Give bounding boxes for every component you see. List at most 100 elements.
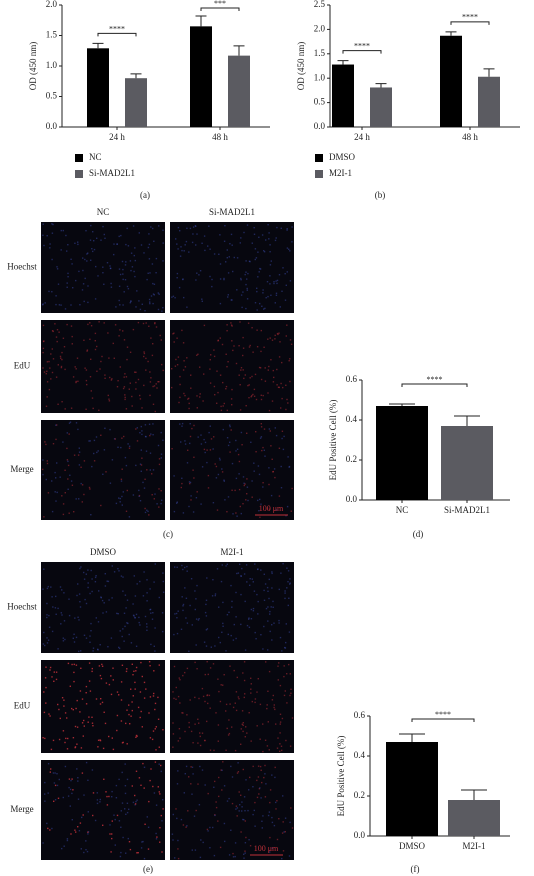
cell-dot bbox=[271, 458, 273, 460]
cell-dot bbox=[76, 699, 78, 702]
cell-dot bbox=[44, 302, 46, 304]
cell-dot bbox=[129, 302, 131, 304]
cell-dot bbox=[58, 738, 61, 741]
cell-dot bbox=[252, 786, 254, 788]
cell-dot bbox=[103, 778, 105, 780]
cell-dot bbox=[108, 357, 110, 359]
cell-dot bbox=[42, 303, 44, 305]
cell-dot bbox=[229, 665, 231, 667]
cell-dot bbox=[62, 640, 65, 642]
cell-dot bbox=[78, 619, 80, 621]
cell-dot bbox=[160, 339, 162, 341]
cell-dot bbox=[146, 626, 148, 628]
cell-dot bbox=[60, 304, 62, 306]
cell-dot bbox=[260, 423, 262, 425]
cell-dot bbox=[244, 600, 246, 603]
cell-dot bbox=[253, 590, 256, 592]
cell-dot bbox=[107, 394, 109, 397]
cell-dot bbox=[209, 359, 211, 361]
cell-dot bbox=[117, 446, 119, 448]
cell-dot bbox=[260, 329, 262, 332]
cell-dot bbox=[151, 738, 154, 741]
cell-dot bbox=[211, 278, 213, 281]
cell-dot bbox=[72, 737, 75, 739]
cell-dot bbox=[262, 723, 264, 725]
cell-dot bbox=[184, 440, 186, 442]
cell-dot bbox=[276, 282, 278, 285]
cell-dot bbox=[229, 441, 231, 443]
cell-dot bbox=[233, 623, 235, 626]
cell-dot bbox=[257, 600, 259, 603]
cell-dot bbox=[190, 499, 192, 501]
cell-dot bbox=[222, 625, 224, 627]
cell-dot bbox=[267, 392, 269, 394]
cell-dot bbox=[102, 824, 104, 826]
cell-dot bbox=[42, 223, 44, 225]
cell-dot bbox=[250, 441, 252, 443]
cell-dot bbox=[154, 410, 156, 413]
cell-dot bbox=[282, 267, 284, 269]
cell-dot bbox=[207, 245, 209, 247]
cell-dot bbox=[264, 764, 266, 767]
cell-dot bbox=[241, 567, 243, 570]
cell-dot bbox=[171, 386, 173, 389]
cell-dot bbox=[140, 470, 142, 472]
cell-dot bbox=[46, 642, 49, 644]
cell-dot bbox=[123, 339, 126, 341]
cell-dot bbox=[66, 459, 69, 461]
cell-dot bbox=[235, 691, 238, 693]
cell-dot bbox=[76, 594, 78, 597]
cell-dot bbox=[245, 271, 247, 273]
cell-dot bbox=[291, 226, 293, 228]
cell-dot bbox=[203, 438, 205, 441]
cell-dot bbox=[61, 401, 63, 403]
cell-dot bbox=[200, 839, 202, 841]
cell-dot bbox=[124, 394, 126, 396]
cell-dot bbox=[42, 234, 44, 236]
cell-dot bbox=[69, 474, 71, 476]
cell-dot bbox=[81, 772, 84, 774]
cell-dot bbox=[51, 480, 53, 482]
cell-dot bbox=[262, 292, 264, 294]
cell-dot bbox=[90, 569, 92, 572]
cell-dot bbox=[180, 246, 182, 248]
cell-dot bbox=[46, 602, 48, 605]
cell-dot bbox=[273, 282, 275, 285]
cell-dot bbox=[232, 856, 235, 858]
column-label: Si-MAD2L1 bbox=[209, 207, 255, 217]
cell-dot bbox=[202, 695, 205, 698]
cell-dot bbox=[155, 838, 158, 840]
cell-dot bbox=[253, 395, 256, 397]
cell-dot bbox=[186, 306, 188, 308]
cell-dot bbox=[174, 857, 176, 859]
cell-dot bbox=[212, 663, 215, 665]
cell-dot bbox=[179, 383, 181, 386]
cell-dot bbox=[121, 437, 123, 439]
cell-dot bbox=[257, 465, 260, 467]
cell-dot bbox=[107, 646, 109, 648]
cell-dot bbox=[214, 463, 216, 465]
cell-dot bbox=[191, 766, 194, 768]
cell-dot bbox=[143, 787, 145, 789]
cell-dot bbox=[258, 788, 261, 790]
cell-dot bbox=[244, 850, 246, 852]
cell-dot bbox=[201, 298, 203, 300]
error-bar bbox=[233, 45, 245, 56]
cell-dot bbox=[96, 799, 99, 801]
cell-dot bbox=[250, 692, 252, 694]
cell-dot bbox=[199, 396, 201, 398]
cell-dot bbox=[113, 571, 116, 573]
cell-dot bbox=[281, 430, 284, 432]
cell-dot bbox=[57, 403, 59, 405]
cell-dot bbox=[146, 816, 148, 818]
cell-dot bbox=[275, 723, 277, 725]
cell-dot bbox=[229, 451, 231, 453]
panel-label: (b) bbox=[375, 190, 386, 200]
cell-dot bbox=[217, 391, 219, 394]
cell-dot bbox=[83, 725, 85, 727]
cell-dot bbox=[231, 776, 234, 778]
cell-dot bbox=[116, 243, 118, 245]
cell-dot bbox=[196, 668, 198, 670]
cell-dot bbox=[45, 373, 47, 375]
cell-dot bbox=[87, 285, 89, 287]
